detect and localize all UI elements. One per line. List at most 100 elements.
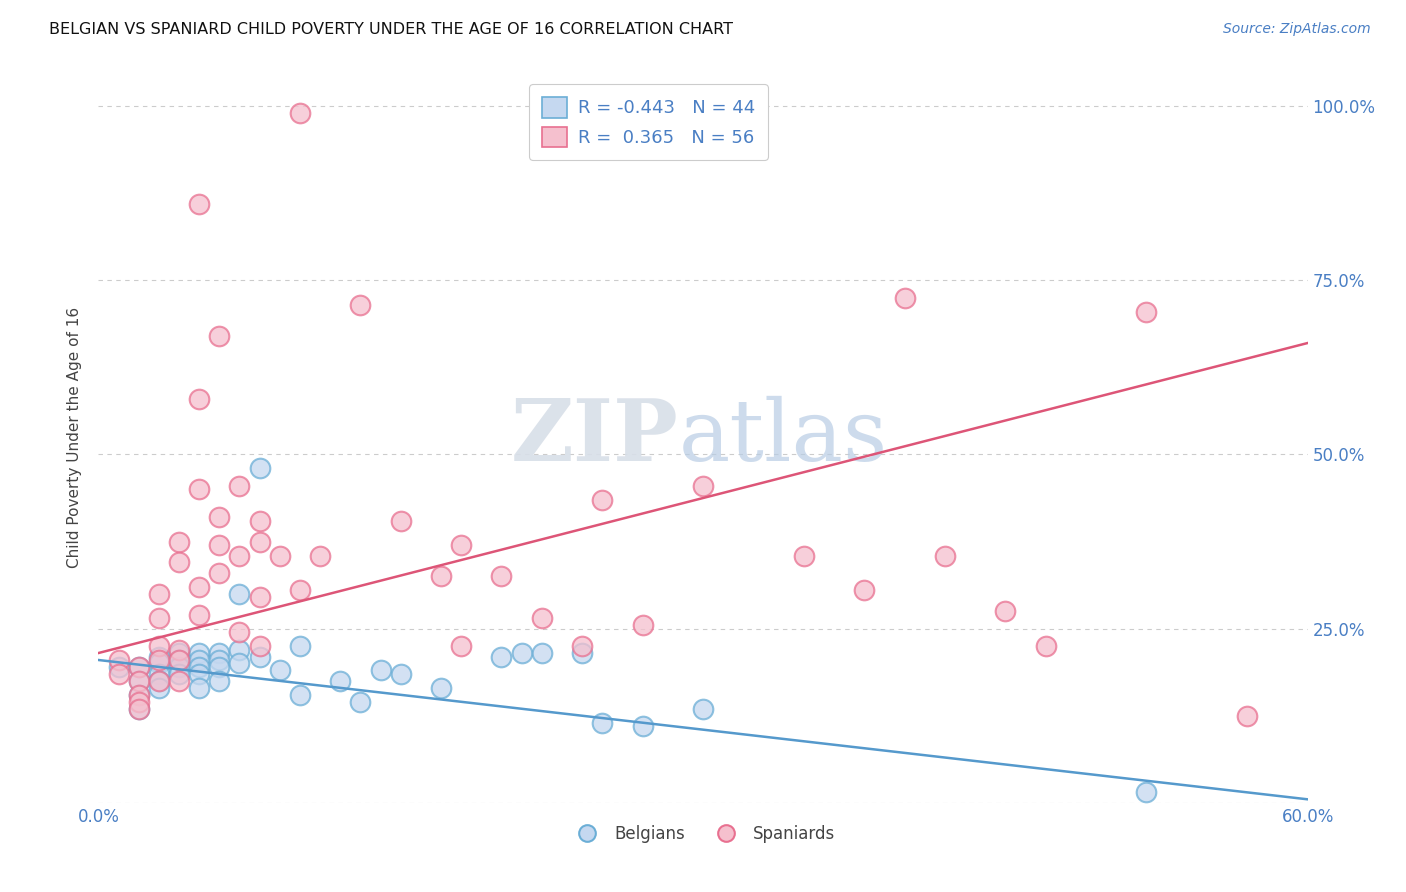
Point [370, 664, 392, 678]
Point [228, 642, 250, 657]
Point [208, 329, 231, 343]
Point [148, 681, 170, 695]
Point [128, 673, 150, 688]
Point [631, 719, 654, 733]
Point [208, 646, 231, 660]
Point [1035, 639, 1057, 653]
Point [208, 566, 231, 580]
Point [228, 657, 250, 671]
Point [450, 538, 472, 552]
Point [430, 681, 453, 695]
Point [188, 607, 211, 622]
Point [128, 702, 150, 716]
Point [571, 639, 593, 653]
Point [107, 660, 129, 674]
Point [853, 583, 876, 598]
Point [167, 646, 190, 660]
Point [128, 688, 150, 702]
Point [208, 653, 231, 667]
Text: atlas: atlas [679, 395, 889, 479]
Point [249, 591, 271, 605]
Point [188, 660, 211, 674]
Point [571, 646, 593, 660]
Point [167, 667, 190, 681]
Point [188, 667, 211, 681]
Point [249, 461, 271, 475]
Point [188, 646, 211, 660]
Point [491, 649, 513, 664]
Point [249, 649, 271, 664]
Point [148, 673, 170, 688]
Point [430, 569, 453, 583]
Point [893, 291, 915, 305]
Point [148, 653, 170, 667]
Point [148, 649, 170, 664]
Point [228, 587, 250, 601]
Point [631, 618, 654, 632]
Point [148, 587, 170, 601]
Point [530, 611, 553, 625]
Point [269, 549, 291, 563]
Point [329, 673, 352, 688]
Point [389, 667, 412, 681]
Point [349, 298, 371, 312]
Point [188, 580, 211, 594]
Point [148, 611, 170, 625]
Point [167, 653, 190, 667]
Point [107, 653, 129, 667]
Point [188, 653, 211, 667]
Point [128, 688, 150, 702]
Point [167, 642, 190, 657]
Point [591, 492, 613, 507]
Point [148, 657, 170, 671]
Point [128, 660, 150, 674]
Point [288, 639, 311, 653]
Point [591, 715, 613, 730]
Point [228, 479, 250, 493]
Point [128, 702, 150, 716]
Point [167, 653, 190, 667]
Point [167, 534, 190, 549]
Point [288, 688, 311, 702]
Point [167, 660, 190, 674]
Text: BELGIAN VS SPANIARD CHILD POVERTY UNDER THE AGE OF 16 CORRELATION CHART: BELGIAN VS SPANIARD CHILD POVERTY UNDER … [49, 22, 733, 37]
Point [128, 660, 150, 674]
Text: ZIP: ZIP [510, 395, 679, 479]
Point [530, 646, 553, 660]
Point [148, 639, 170, 653]
Point [148, 667, 170, 681]
Point [349, 695, 371, 709]
Point [228, 549, 250, 563]
Point [208, 660, 231, 674]
Point [491, 569, 513, 583]
Point [167, 556, 190, 570]
Point [1236, 708, 1258, 723]
Point [249, 639, 271, 653]
Point [994, 604, 1017, 618]
Point [208, 510, 231, 524]
Point [249, 534, 271, 549]
Point [389, 514, 412, 528]
Point [128, 695, 150, 709]
Point [188, 681, 211, 695]
Point [148, 673, 170, 688]
Legend: Belgians, Spaniards: Belgians, Spaniards [564, 818, 842, 849]
Point [128, 673, 150, 688]
Point [107, 667, 129, 681]
Point [208, 673, 231, 688]
Point [692, 702, 714, 716]
Point [288, 583, 311, 598]
Point [188, 483, 211, 497]
Point [1135, 785, 1157, 799]
Point [249, 514, 271, 528]
Point [450, 639, 472, 653]
Point [288, 106, 311, 120]
Point [1135, 304, 1157, 318]
Y-axis label: Child Poverty Under the Age of 16: Child Poverty Under the Age of 16 [67, 307, 83, 567]
Point [793, 549, 815, 563]
Point [228, 625, 250, 640]
Point [510, 646, 533, 660]
Point [188, 196, 211, 211]
Point [934, 549, 956, 563]
Point [208, 538, 231, 552]
